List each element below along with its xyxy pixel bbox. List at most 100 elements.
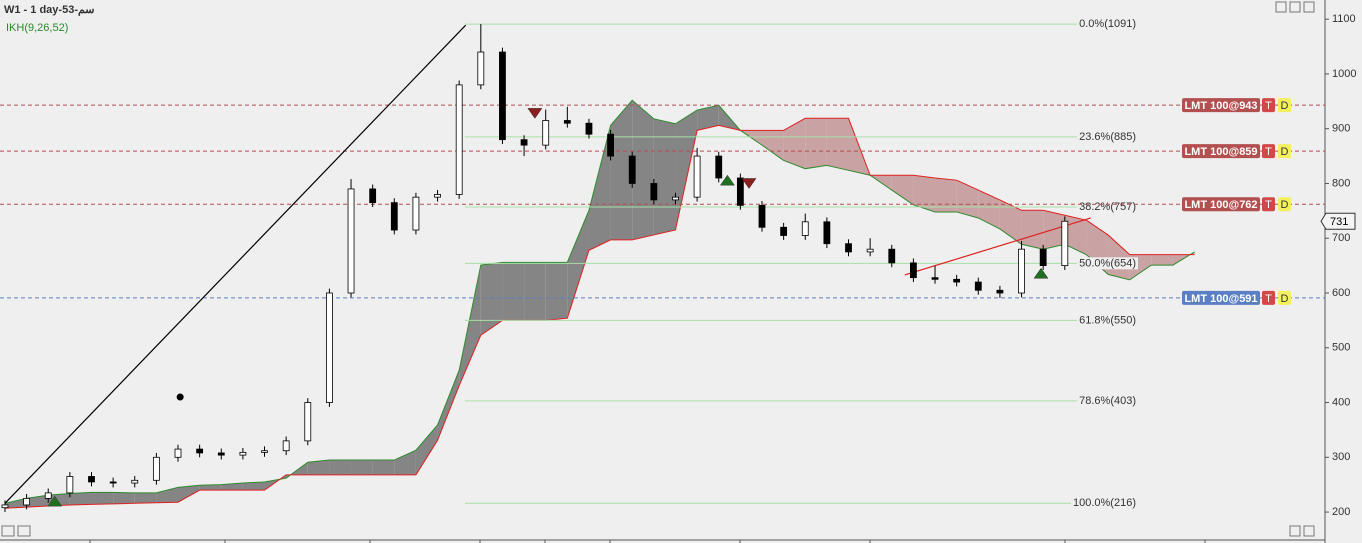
cloud-line: [4, 99, 1195, 504]
fib-label: 50.0%(654): [1079, 257, 1136, 269]
cloud-fill: [4, 498, 27, 509]
marker: [176, 393, 184, 401]
order-button-label[interactable]: D: [1281, 146, 1289, 158]
last-price-label: 731: [1330, 216, 1348, 228]
y-tick-label: 1000: [1332, 68, 1356, 80]
cloud-fill: [891, 175, 914, 205]
order-label-bg: [1182, 197, 1260, 212]
last-price-box: [1320, 212, 1356, 230]
order-label-bg: [1182, 290, 1260, 305]
candle-body: [542, 120, 550, 146]
candle-body: [239, 451, 247, 456]
cloud-fill: [524, 262, 546, 321]
fib-label-bg: [1077, 257, 1138, 270]
order-button[interactable]: [1262, 290, 1275, 305]
candle-body: [390, 202, 398, 231]
candle-body: [758, 204, 766, 228]
cloud-fill: [567, 210, 589, 319]
cloud-fill: [156, 487, 179, 503]
order-button[interactable]: [1262, 144, 1275, 159]
cloud-fill: [459, 265, 481, 386]
candle-body: [650, 183, 658, 201]
candle-body: [715, 155, 723, 179]
order-button-label[interactable]: T: [1265, 146, 1272, 158]
candle-body: [434, 194, 441, 198]
candle-body: [563, 120, 571, 124]
order-button[interactable]: [1278, 197, 1291, 212]
y-tick-label: 600: [1332, 287, 1350, 299]
candle-body: [477, 51, 485, 86]
order-label: LMT 100@859: [1184, 146, 1257, 158]
cloud-fill: [913, 175, 936, 212]
marker: [1033, 267, 1049, 279]
cloud-fill: [653, 118, 676, 235]
cloud-fill: [610, 100, 633, 240]
cloud-fill: [978, 190, 1000, 229]
candle-body: [931, 277, 939, 280]
cloud-fill: [437, 370, 460, 441]
candle-body: [520, 139, 528, 146]
candle-body: [347, 188, 355, 294]
cloud-fill: [178, 485, 200, 503]
candle-body: [88, 476, 95, 483]
order-button[interactable]: [1262, 98, 1275, 113]
candle-body: [585, 122, 593, 135]
order-label: LMT 100@762: [1184, 199, 1257, 211]
cloud-fill: [675, 110, 698, 231]
candle-body: [282, 440, 290, 452]
candle-body: [693, 155, 701, 198]
cloud-fill: [307, 460, 330, 475]
order-button[interactable]: [1278, 290, 1291, 305]
cloud-fill: [1064, 215, 1087, 255]
fib-label: 23.6%(885): [1079, 131, 1136, 143]
order-button-label[interactable]: T: [1265, 293, 1272, 305]
order-button-label[interactable]: D: [1281, 293, 1289, 305]
cloud-fill: [199, 484, 222, 491]
cloud-fill: [805, 118, 827, 169]
order-button[interactable]: [1278, 144, 1291, 159]
plot-layer: 200 300 400 500 600 700 800 900 1000 1100 0.0%(109…: [0, 13, 1356, 518]
candle-body: [1061, 220, 1069, 267]
candle-body: [455, 84, 463, 195]
cloud-fill: [113, 492, 135, 504]
candle-body: [845, 243, 852, 253]
y-tick-label: 400: [1332, 396, 1350, 408]
candle-body: [736, 177, 744, 206]
cloud-fill: [351, 460, 373, 475]
marker: [719, 174, 735, 186]
order-button-label[interactable]: T: [1265, 199, 1272, 211]
fib-label-bg: [1077, 130, 1138, 143]
cloud-fill: [956, 180, 979, 218]
candle-body: [953, 278, 961, 283]
y-tick-label: 300: [1332, 451, 1350, 463]
cloud-fill: [242, 481, 265, 491]
candle-body: [607, 133, 614, 157]
cloud-fill: [697, 105, 719, 131]
order-label: LMT 100@943: [1184, 100, 1257, 112]
order-button-label[interactable]: D: [1281, 199, 1289, 211]
cloud-fill: [632, 100, 654, 240]
fib-label: 78.6%(403): [1079, 395, 1136, 407]
trendline: [904, 217, 1091, 276]
order-label: LMT 100@591: [1184, 293, 1257, 305]
candle-body: [174, 448, 182, 458]
scroll-icons[interactable]: [1, 1, 1315, 537]
fib-label-bg: [1077, 394, 1138, 407]
order-button-label[interactable]: D: [1281, 100, 1289, 112]
cloud-fill: [329, 460, 352, 475]
candle-body: [261, 450, 268, 453]
candle-body: [801, 221, 809, 236]
candle-body: [974, 281, 982, 291]
order-button-label[interactable]: T: [1265, 100, 1272, 112]
candle-body: [152, 456, 160, 481]
order-button[interactable]: [1262, 197, 1275, 212]
candle-body: [780, 226, 788, 236]
marker: [47, 495, 63, 507]
cloud-fill: [999, 199, 1022, 245]
order-button[interactable]: [1278, 98, 1291, 113]
candle-body: [412, 196, 420, 231]
cloud-fill: [91, 492, 114, 505]
